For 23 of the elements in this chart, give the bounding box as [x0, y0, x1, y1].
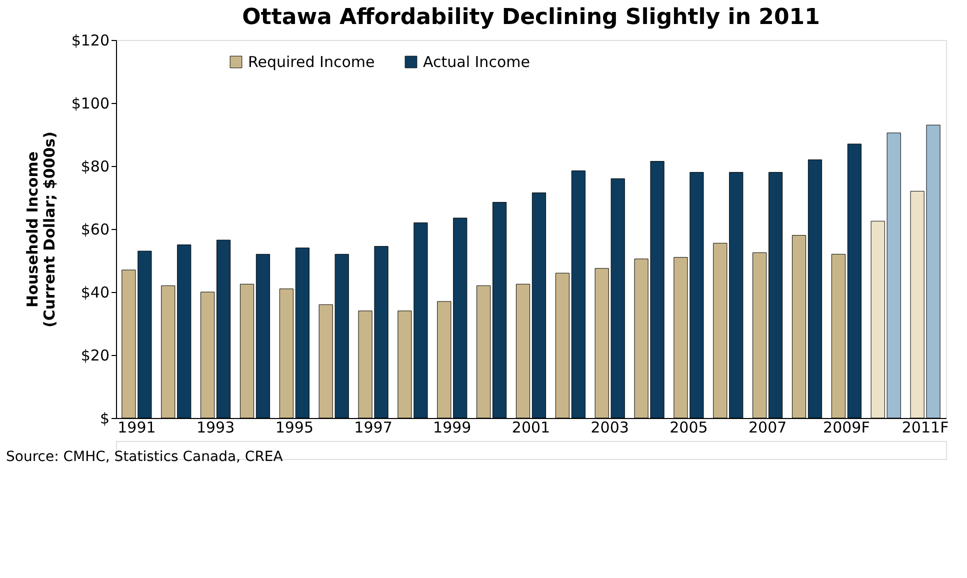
y-axis-title: Household Income (Current Dollar; $000s) [23, 132, 58, 328]
y-tick-label: $80 [80, 158, 110, 176]
x-tick-label: 2005 [670, 418, 708, 436]
x-tick-label: 2009F [823, 418, 870, 436]
y-tick-label: $20 [80, 346, 110, 364]
legend-label: Actual Income [423, 53, 530, 71]
y-tick-label: $120 [71, 32, 110, 50]
x-tick-label: 2001 [512, 418, 550, 436]
chart-title: Ottawa Affordability Declining Slightly in 2011 [242, 5, 820, 30]
y-tick-label: $60 [80, 220, 110, 238]
x-tick-label: 2011F [902, 418, 949, 436]
y-tick-label: $40 [80, 284, 110, 302]
y-tick-label: $100 [71, 94, 110, 112]
x-tick-label: 1997 [354, 418, 392, 436]
x-tick-label: 1991 [118, 418, 156, 436]
source-note: Source: CMHC, Statistics Canada, CREA [6, 449, 284, 465]
legend-label: Required Income [248, 53, 375, 71]
x-tick-label: 1993 [196, 418, 235, 436]
x-tick-label: 1999 [433, 418, 472, 436]
x-tick-label: 2007 [748, 418, 787, 436]
x-tick-label: 2003 [590, 418, 629, 436]
x-tick-label: 1995 [275, 418, 314, 436]
y-tick-label: $ [100, 410, 110, 428]
